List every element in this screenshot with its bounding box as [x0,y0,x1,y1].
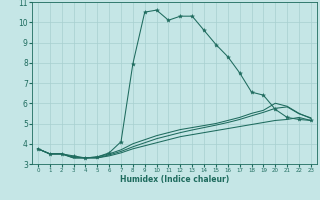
X-axis label: Humidex (Indice chaleur): Humidex (Indice chaleur) [120,175,229,184]
